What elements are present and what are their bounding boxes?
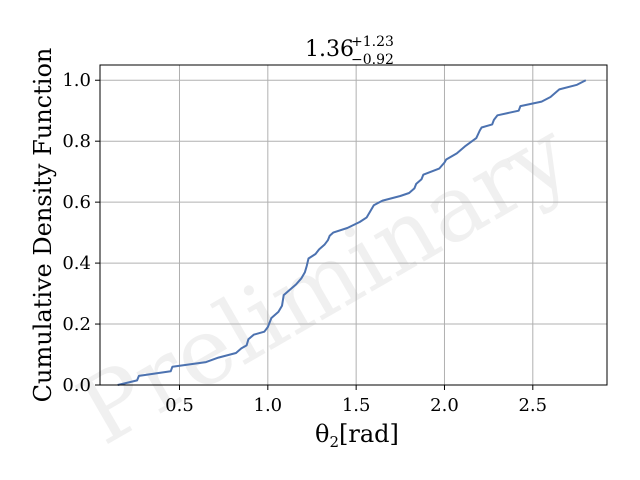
plot-frame: [99, 64, 608, 386]
y-tick-label: 0.6: [62, 192, 91, 213]
series-layer: [117, 79, 587, 386]
x-axis: 0.5 1.0 1.5 2.0 2.5: [165, 385, 547, 416]
x-tick-label: 2.0: [430, 395, 459, 416]
x-axis-label-symbol: θ: [315, 420, 329, 448]
x-axis-label-subscript: 2: [329, 433, 339, 451]
watermark-text: Preliminary: [61, 100, 587, 466]
y-tick-label: 0.8: [62, 131, 91, 152]
x-tick-label: 1.5: [342, 395, 371, 416]
y-tick-label: 0.2: [62, 314, 91, 335]
x-tick-label: 0.5: [165, 395, 194, 416]
chart-title: 1.36: [305, 37, 354, 62]
x-tick-label: 1.0: [254, 395, 283, 416]
cdf-series-line: [117, 79, 587, 386]
watermark-layer: Preliminary: [61, 100, 587, 466]
title-lower-error: −0.92: [351, 52, 394, 68]
y-axis: 0.0 0.2 0.4 0.6 0.8 1.0: [62, 70, 100, 396]
x-axis-label: θ2[rad]: [315, 420, 399, 451]
title-value: 1.36: [305, 37, 354, 62]
y-axis-label: Cumulative Density Function: [29, 48, 57, 403]
y-tick-label: 0.4: [62, 253, 91, 274]
title-upper-error: +1.23: [351, 34, 394, 50]
x-axis-label-unit: [rad]: [339, 420, 399, 448]
x-tick-label: 2.5: [518, 395, 547, 416]
y-tick-label: 0.0: [62, 375, 91, 396]
y-tick-label: 1.0: [62, 70, 91, 91]
